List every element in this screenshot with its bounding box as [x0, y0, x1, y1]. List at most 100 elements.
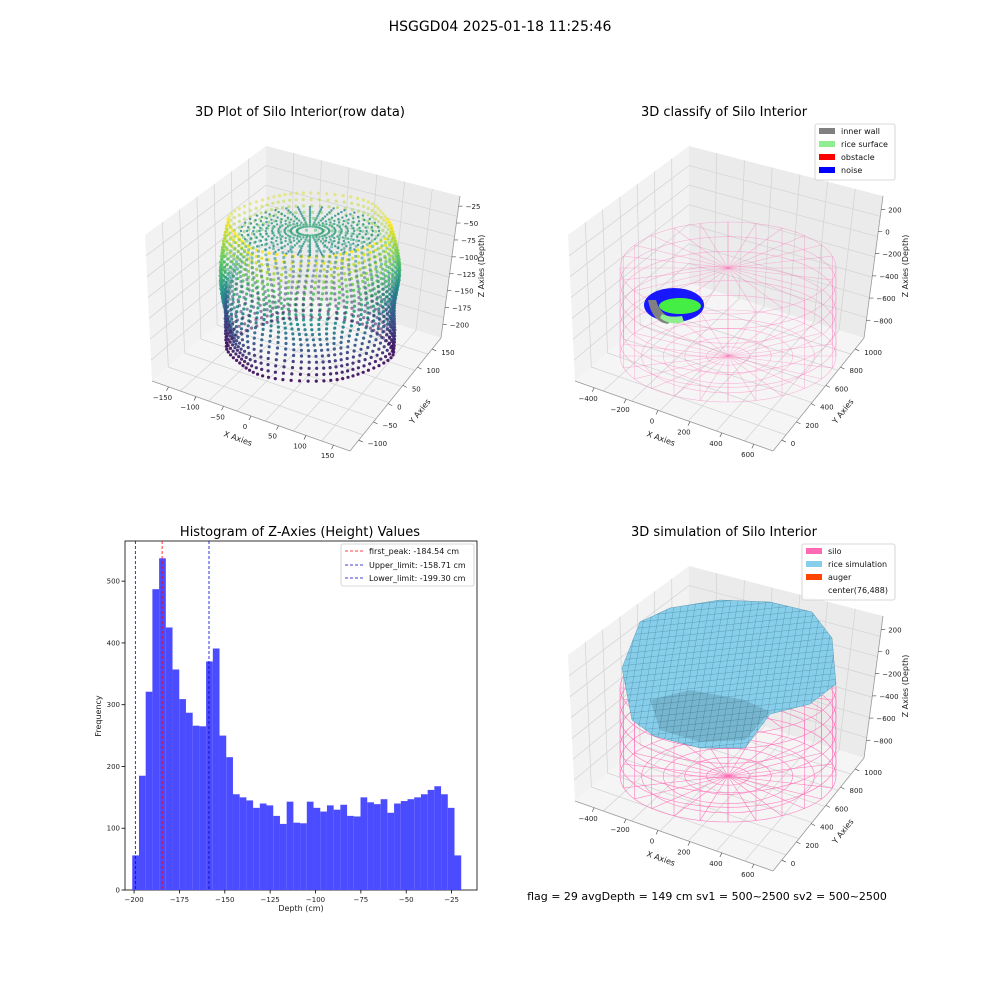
- point: [222, 236, 227, 241]
- point: [387, 297, 391, 301]
- point: [397, 260, 401, 264]
- point: [375, 301, 379, 305]
- floor-gridline: [168, 366, 364, 436]
- point: [225, 305, 229, 309]
- point: [397, 265, 401, 269]
- point: [231, 267, 235, 271]
- floor-gridline: [623, 758, 813, 823]
- point: [318, 309, 322, 313]
- z-tick-label: −400: [879, 693, 898, 701]
- z-tick-label: −800: [873, 737, 892, 745]
- point: [237, 213, 241, 217]
- point: [312, 343, 316, 347]
- point: [260, 332, 264, 337]
- point: [249, 217, 252, 221]
- y-axis-line: [772, 337, 865, 452]
- point: [235, 318, 239, 322]
- point: [260, 322, 264, 326]
- silo-floor-spoke: [727, 311, 757, 357]
- histogram-bar: [239, 797, 247, 890]
- point: [388, 308, 393, 312]
- point: [304, 221, 307, 224]
- point: [352, 238, 355, 241]
- point: [224, 338, 228, 342]
- point: [366, 200, 370, 204]
- point: [286, 291, 290, 295]
- x-tick-mark: [623, 398, 627, 404]
- point: [304, 234, 307, 237]
- point: [265, 277, 269, 281]
- point: [319, 269, 323, 273]
- point: [258, 269, 262, 273]
- point: [287, 312, 291, 316]
- point: [228, 243, 233, 247]
- point: [237, 207, 241, 211]
- point: [366, 345, 370, 350]
- point: [328, 255, 332, 259]
- point: [297, 219, 301, 222]
- point: [358, 322, 362, 326]
- histogram-bar: [394, 803, 401, 890]
- point: [379, 238, 383, 242]
- point: [311, 210, 315, 214]
- point: [320, 354, 324, 358]
- point: [293, 244, 297, 247]
- wall-gridline: [788, 174, 801, 315]
- point: [231, 295, 235, 299]
- point: [294, 303, 298, 307]
- point: [277, 293, 281, 297]
- point: [387, 220, 391, 224]
- point: [304, 333, 308, 337]
- point: [359, 308, 364, 312]
- point: [391, 246, 395, 250]
- point: [274, 261, 278, 265]
- point: [380, 267, 385, 271]
- point: [338, 226, 341, 229]
- point: [225, 341, 229, 345]
- point: [232, 228, 237, 232]
- point: [284, 219, 287, 223]
- point: [265, 238, 268, 241]
- point: [225, 300, 229, 304]
- point: [397, 257, 401, 261]
- y-tick-mark: [388, 403, 393, 406]
- point: [265, 314, 269, 318]
- point: [350, 201, 354, 205]
- point: [239, 252, 243, 256]
- point: [257, 297, 261, 301]
- point: [269, 283, 274, 287]
- point: [354, 264, 358, 268]
- point: [357, 290, 361, 294]
- point: [382, 234, 386, 239]
- point: [313, 228, 318, 232]
- y-tick-mark: [811, 403, 816, 406]
- mesh-line: [751, 600, 783, 748]
- point: [266, 369, 270, 373]
- point: [259, 239, 263, 242]
- x-tick-label: 200: [677, 849, 690, 857]
- point: [340, 259, 344, 263]
- point: [366, 219, 370, 223]
- point: [366, 368, 370, 372]
- silo-floor-spoke: [727, 332, 822, 357]
- point: [317, 297, 321, 301]
- point: [340, 210, 343, 214]
- point: [364, 286, 368, 290]
- point: [336, 224, 339, 227]
- point: [309, 302, 313, 307]
- point: [282, 304, 286, 308]
- point: [243, 349, 247, 353]
- x-tick-mark: [655, 830, 659, 835]
- point: [225, 294, 230, 299]
- floor-gridline: [687, 734, 790, 842]
- point: [332, 232, 336, 236]
- point: [350, 313, 354, 317]
- point: [246, 345, 250, 350]
- silo-floor-spoke: [727, 355, 822, 380]
- point: [387, 335, 392, 339]
- point: [386, 322, 390, 326]
- silo-ring: [619, 309, 837, 403]
- point: [384, 355, 388, 359]
- point: [371, 304, 375, 308]
- point: [381, 310, 385, 314]
